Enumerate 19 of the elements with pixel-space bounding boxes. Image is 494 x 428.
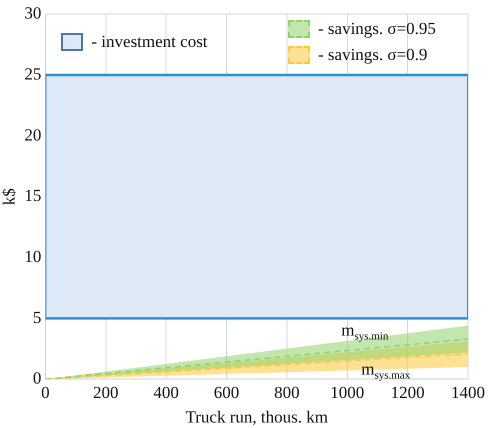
y-tick-label: 10	[24, 247, 42, 266]
x-tick-label: 1000	[330, 382, 364, 402]
x-tick-label: 200	[93, 382, 119, 402]
y-tick-label: 20	[24, 125, 42, 144]
x-axis-title: Truck run, thous. km	[185, 407, 328, 426]
x-tick-label: 800	[274, 382, 300, 402]
y-tick-label: 15	[24, 186, 42, 206]
y-tick-label: 5	[32, 308, 42, 327]
band-label: - investment cost	[91, 32, 208, 52]
x-tick-label: 1400	[451, 382, 485, 402]
y-tick-label: 25	[24, 64, 42, 84]
legend-label: - savings. σ=0.9	[318, 45, 428, 66]
legend-label: - savings. σ=0.95	[318, 19, 436, 40]
y-tick-label: 0	[32, 368, 42, 388]
x-tick-label: 1200	[390, 382, 425, 402]
x-tick-label: 400	[153, 382, 179, 402]
x-tick-label: 600	[214, 382, 240, 402]
y-tick-label: 30	[24, 4, 42, 23]
y-axis-title: k$	[0, 188, 19, 206]
